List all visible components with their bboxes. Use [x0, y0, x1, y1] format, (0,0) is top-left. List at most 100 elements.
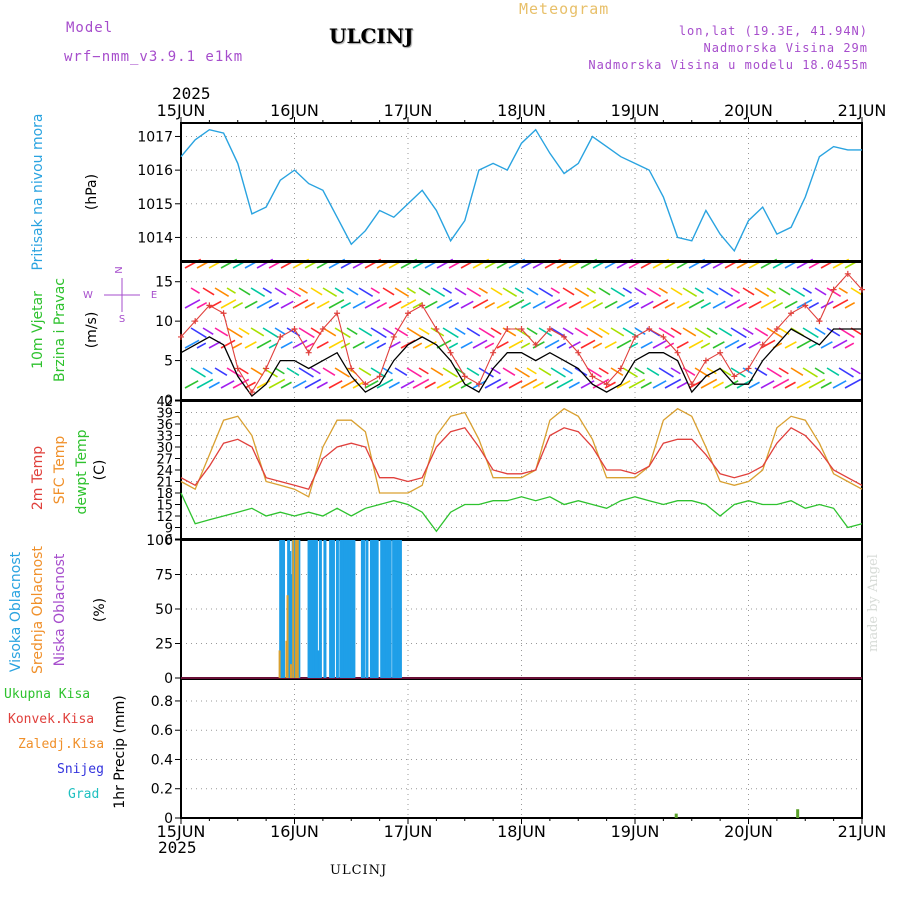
wind-arrow	[556, 378, 574, 389]
pressure-tick-label: 1016	[137, 163, 173, 179]
wind-arrow	[250, 287, 266, 298]
wind-arrow	[298, 367, 314, 378]
pressure-tick-label: 1015	[137, 197, 173, 213]
cloud-mid-bar	[295, 540, 298, 678]
wind-arrow	[478, 287, 488, 294]
wind-arrow	[700, 342, 711, 349]
wind-arrow	[502, 367, 516, 376]
wind-arrow	[634, 327, 646, 335]
wind-arrow	[328, 380, 343, 389]
wind-arrow	[550, 287, 560, 294]
cloud-high-bar	[331, 540, 335, 678]
wind-arrow	[640, 341, 653, 349]
wind-arrow	[808, 261, 820, 269]
wind-arrow	[664, 378, 682, 389]
wind-arrow	[706, 327, 718, 335]
wind-arrow	[760, 339, 776, 349]
wind-arrow	[328, 299, 345, 309]
wind-arrow	[748, 341, 761, 349]
x-tick-label-bottom: 16JUN	[270, 822, 319, 841]
wind-arrow	[688, 299, 705, 309]
wind-arrow	[580, 339, 596, 349]
cloud-high-bar	[388, 540, 392, 678]
wind-arrow	[688, 339, 704, 349]
cloud-mid-bar	[292, 540, 295, 678]
wind-arrow	[364, 299, 381, 309]
wind-arrow	[286, 367, 300, 376]
wind-gust-marker	[731, 373, 738, 380]
wind-arrow	[694, 287, 704, 294]
wind-arrow	[724, 380, 739, 389]
station-title: ULCINJ	[329, 24, 414, 48]
wind-arrow	[784, 341, 797, 349]
wind-arrow	[760, 299, 777, 309]
precip-tick-label: 0.8	[151, 694, 173, 710]
wind-arrow	[796, 339, 812, 349]
cloud-high-bar	[348, 540, 352, 678]
cloud-mid-bar	[278, 650, 281, 678]
wind-arrow	[676, 300, 690, 309]
wind-gust-marker	[773, 326, 780, 333]
wind-arrow	[388, 381, 400, 389]
wind-arrow	[190, 327, 207, 339]
wind-arrow	[652, 339, 668, 349]
temperature-tick-label: 12	[156, 510, 173, 525]
wind-arrow	[382, 287, 395, 296]
wind-arrow	[826, 327, 841, 337]
wind-arrow	[772, 302, 784, 309]
wind-arrow	[214, 367, 228, 376]
wind-arrow	[430, 287, 446, 298]
wind-gust-marker	[192, 318, 199, 325]
wind-gust-marker	[405, 310, 411, 317]
wind-arrow	[364, 380, 379, 389]
legend-convective-rain: Konvek.Kisa	[8, 712, 95, 727]
wind-arrow	[514, 367, 530, 378]
wind-arrow	[232, 261, 244, 269]
wind-arrow	[712, 300, 726, 309]
cloud-mid-bar	[285, 640, 288, 678]
wind-gust-marker	[816, 318, 823, 325]
wind-arrow	[334, 327, 351, 339]
wind-arrow	[442, 367, 458, 378]
cloud-high-bar	[314, 540, 318, 678]
cloud-high-bar	[398, 540, 402, 678]
cloud-mid-bar	[289, 664, 292, 678]
temperature-tick-label: 30	[156, 441, 173, 456]
wind-arrow	[304, 378, 322, 389]
wind-arrow	[586, 327, 603, 339]
cloud-high-bar	[317, 650, 321, 678]
compass-west: W	[83, 290, 93, 301]
wind-arrow	[622, 367, 638, 378]
wind-gust-marker	[447, 349, 454, 356]
wind-gust-marker	[234, 365, 241, 372]
wind-gust-marker	[589, 373, 596, 380]
wind-arrow	[544, 299, 561, 309]
temperature-tick-label: 18	[156, 487, 173, 502]
wind-gust-marker	[688, 381, 695, 388]
wind-arrow	[724, 339, 740, 349]
wind-arrow	[298, 327, 315, 339]
wind-arrow	[664, 302, 676, 309]
pressure-unit: (hPa)	[84, 174, 100, 210]
wind-arrow	[814, 287, 827, 296]
wind-arrow	[466, 367, 480, 376]
wind-arrow	[592, 342, 603, 349]
wind-arrow	[490, 327, 502, 335]
cloud-tick-label: 25	[155, 637, 173, 653]
wind-gust-marker	[859, 286, 865, 293]
x-tick-label-top: 20JUN	[724, 101, 773, 120]
wind-arrow	[766, 327, 783, 339]
wind-tick-label: 5	[164, 354, 173, 370]
wind-arrow	[484, 261, 496, 269]
wind-arrow	[712, 341, 725, 349]
wind-arrow	[286, 287, 302, 298]
wind-arrow	[820, 341, 833, 349]
cloud-low-axis-title: Niska Oblacnost	[52, 553, 68, 666]
wind-arrow	[292, 299, 309, 309]
wind-arrow	[196, 342, 207, 349]
wind-arrow	[322, 367, 336, 376]
cloud-high-bar	[309, 540, 313, 678]
temp-unit: (C)	[92, 460, 108, 481]
wind-arrow	[718, 327, 733, 337]
